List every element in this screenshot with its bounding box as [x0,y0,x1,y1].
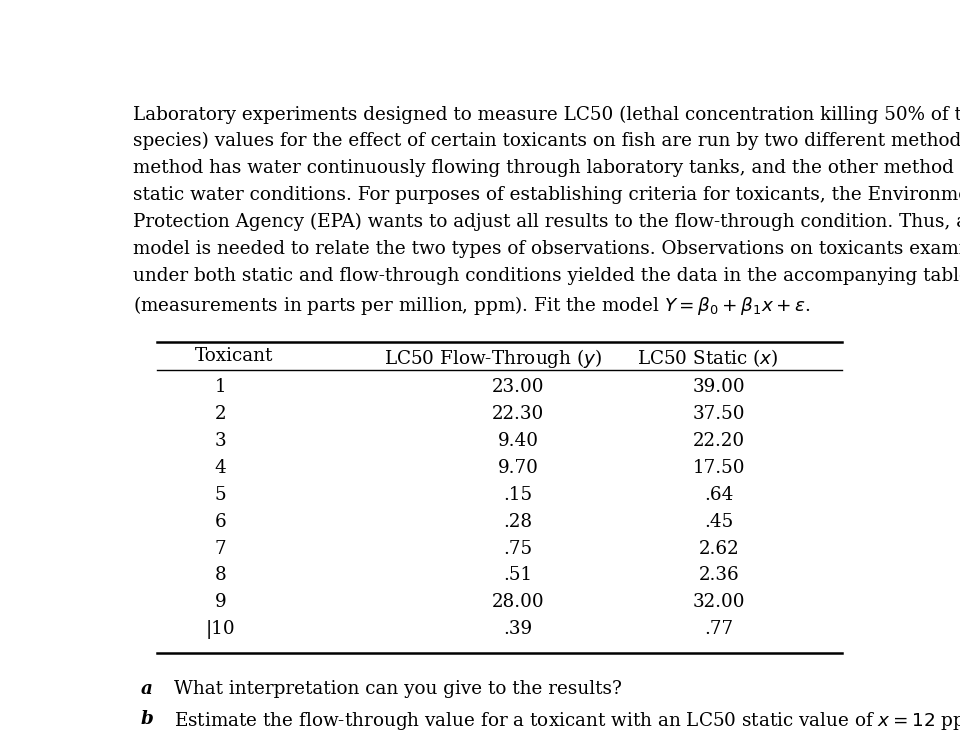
Text: 9: 9 [215,594,227,612]
Text: a: a [141,681,153,699]
Text: 2.36: 2.36 [699,566,739,585]
Text: 23.00: 23.00 [492,378,544,396]
Text: 2: 2 [215,405,227,423]
Text: (measurements in parts per million, ppm). Fit the model $Y = \beta_0 + \beta_1 x: (measurements in parts per million, ppm)… [133,294,811,317]
Text: model is needed to relate the two types of observations. Observations on toxican: model is needed to relate the two types … [133,240,960,258]
Text: method has water continuously flowing through laboratory tanks, and the other me: method has water continuously flowing th… [133,159,960,177]
Text: 9.40: 9.40 [497,432,539,450]
Text: 28.00: 28.00 [492,594,544,612]
Text: 17.50: 17.50 [693,459,745,477]
Text: .28: .28 [503,513,533,530]
Text: 37.50: 37.50 [693,405,745,423]
Text: .64: .64 [705,486,733,504]
Text: 2.62: 2.62 [699,539,739,557]
Text: .15: .15 [503,486,533,504]
Text: b: b [141,711,154,728]
Text: 7: 7 [215,539,227,557]
Text: .51: .51 [503,566,533,585]
Text: .39: .39 [503,620,533,638]
Text: 8: 8 [215,566,227,585]
Text: LC50 Static ($x$): LC50 Static ($x$) [637,347,779,369]
Text: 32.00: 32.00 [693,594,745,612]
Text: 3: 3 [215,432,227,450]
Text: .77: .77 [705,620,733,638]
Text: Laboratory experiments designed to measure LC50 (lethal concentration killing 50: Laboratory experiments designed to measu… [133,106,960,124]
Text: .75: .75 [503,539,533,557]
Text: species) values for the effect of certain toxicants on fish are run by two diffe: species) values for the effect of certai… [133,132,960,150]
Text: Protection Agency (EPA) wants to adjust all results to the flow-through conditio: Protection Agency (EPA) wants to adjust … [133,213,960,231]
Text: static water conditions. For purposes of establishing criteria for toxicants, th: static water conditions. For purposes of… [133,186,960,204]
Text: 39.00: 39.00 [692,378,745,396]
Text: What interpretation can you give to the results?: What interpretation can you give to the … [174,681,621,699]
Text: 22.30: 22.30 [492,405,544,423]
Text: Estimate the flow-through value for a toxicant with an LC50 static value of $x =: Estimate the flow-through value for a to… [174,711,960,732]
Text: Toxicant: Toxicant [194,347,273,365]
Text: 5: 5 [215,486,227,504]
Text: |10: |10 [205,620,235,639]
Text: .45: .45 [705,513,733,530]
Text: 22.20: 22.20 [693,432,745,450]
Text: 6: 6 [215,513,227,530]
Text: under both static and flow-through conditions yielded the data in the accompanyi: under both static and flow-through condi… [133,267,960,285]
Text: 9.70: 9.70 [497,459,539,477]
Text: 1: 1 [215,378,227,396]
Text: LC50 Flow-Through ($y$): LC50 Flow-Through ($y$) [384,347,602,370]
Text: 4: 4 [215,459,227,477]
